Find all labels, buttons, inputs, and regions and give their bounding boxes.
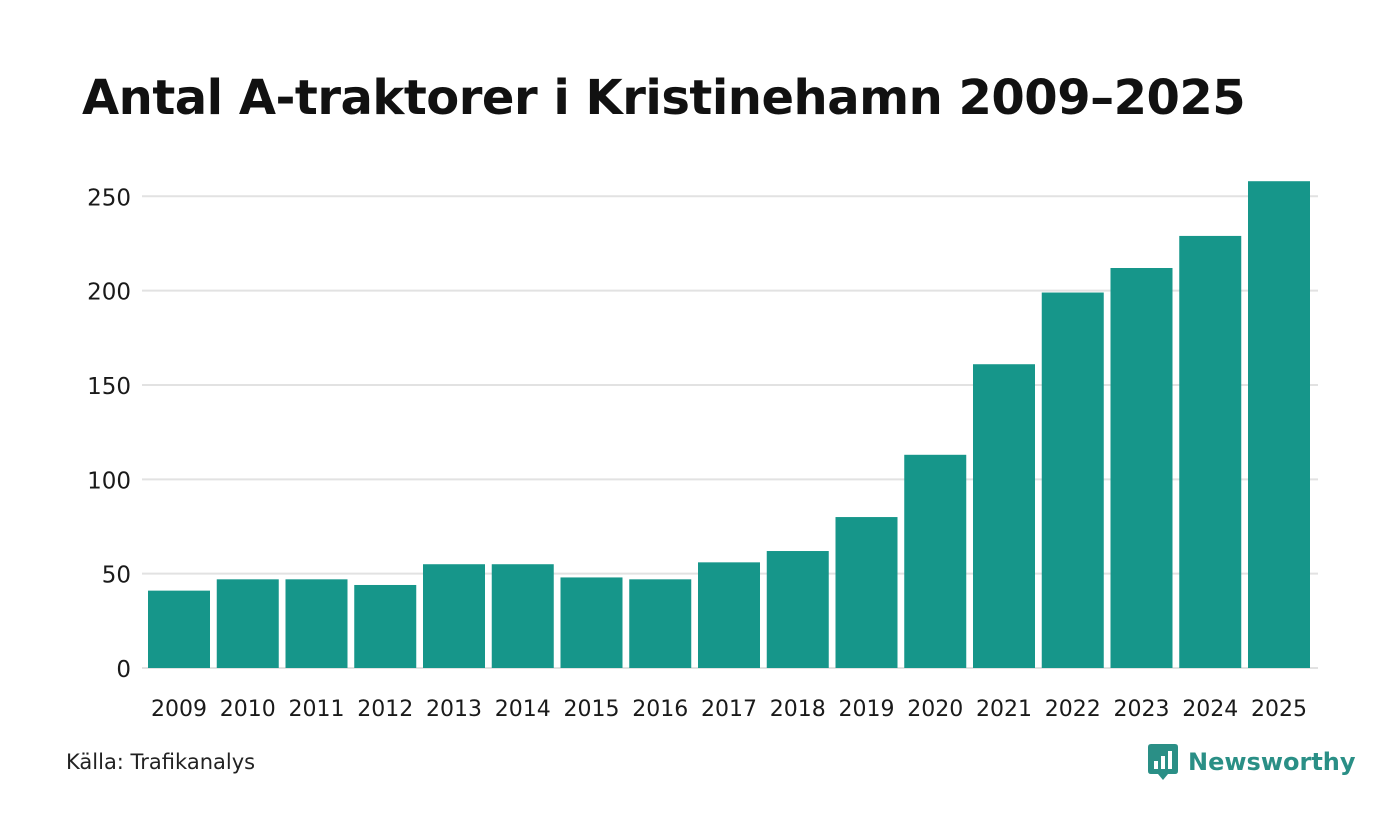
brand-logo: Newsworthy [1148, 744, 1356, 780]
bar-2021 [973, 364, 1035, 668]
x-tick-label: 2016 [632, 697, 688, 722]
y-tick-label: 200 [87, 280, 131, 306]
bar-2013 [423, 564, 485, 668]
x-tick-label: 2013 [426, 697, 482, 722]
bar-2009 [148, 590, 210, 668]
bar-2015 [560, 577, 623, 668]
bar-2011 [285, 579, 348, 668]
chart-title: Antal A-traktorer i Kristinehamn 2009–20… [82, 70, 1246, 126]
y-tick-label: 0 [116, 657, 131, 683]
y-axis-tick-labels: 0 50 100 150 200 250 [87, 185, 131, 683]
newsworthy-logo-icon [1148, 744, 1178, 780]
bar-2010 [216, 579, 279, 668]
bars [148, 181, 1310, 668]
y-tick-label: 150 [87, 374, 131, 400]
brand-name: Newsworthy [1188, 748, 1356, 776]
bar-2014 [491, 564, 554, 668]
bar-chart: 0 50 100 150 200 250 2009 2010 2011 2012 2013 2014… [87, 181, 1318, 722]
y-tick-label: 250 [87, 185, 131, 211]
y-tick-label: 50 [102, 563, 131, 589]
x-tick-label: 2021 [976, 697, 1032, 722]
bar-2023 [1110, 268, 1173, 668]
bar-2017 [698, 562, 760, 668]
x-tick-label: 2024 [1182, 697, 1238, 722]
source-note: Källa: Trafikanalys [66, 750, 256, 774]
x-tick-label: 2018 [770, 697, 826, 722]
x-tick-label: 2022 [1045, 697, 1101, 722]
x-tick-label: 2011 [289, 697, 345, 722]
x-tick-label: 2015 [564, 697, 620, 722]
bar-2025 [1248, 181, 1310, 668]
x-tick-label: 2020 [907, 697, 963, 722]
x-tick-label: 2010 [220, 697, 276, 722]
x-tick-label: 2023 [1114, 697, 1170, 722]
x-tick-label: 2019 [839, 697, 895, 722]
bar-2016 [629, 579, 692, 668]
y-tick-label: 100 [87, 468, 131, 494]
x-tick-label: 2012 [357, 697, 413, 722]
x-tick-label: 2017 [701, 697, 757, 722]
bar-2012 [354, 584, 417, 668]
bar-2019 [835, 517, 898, 668]
x-tick-label: 2009 [151, 697, 207, 722]
x-axis-tick-labels: 2009 2010 2011 2012 2013 2014 2015 2016 2017 2018… [151, 697, 1307, 722]
bar-2018 [766, 551, 829, 668]
bar-2020 [904, 454, 967, 668]
bar-2022 [1041, 292, 1104, 668]
x-tick-label: 2025 [1251, 697, 1307, 722]
bar-2024 [1179, 235, 1242, 668]
x-tick-label: 2014 [495, 697, 551, 722]
